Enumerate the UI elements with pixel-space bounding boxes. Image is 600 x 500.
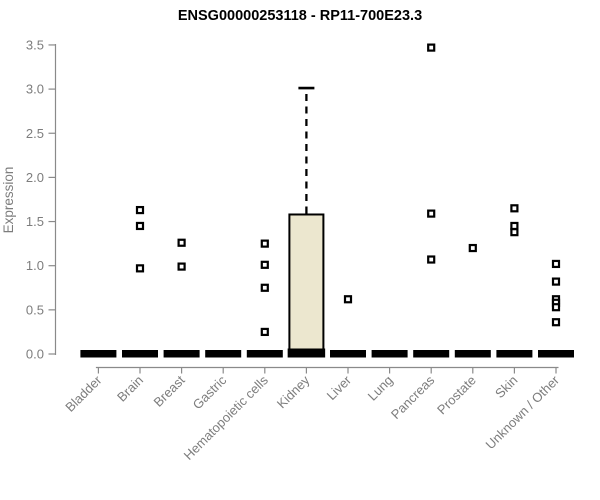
outlier-point [260, 283, 269, 292]
y-tick-label: 0.0 [26, 347, 44, 362]
median-line [287, 348, 326, 358]
median-line [371, 350, 408, 358]
outlier-point [427, 255, 436, 264]
outlier-point [343, 295, 353, 304]
outlier-point [260, 260, 269, 269]
outlier-point [135, 221, 145, 231]
median-line [205, 350, 242, 358]
y-tick-label: 1.5 [26, 214, 44, 229]
y-tick-label: 3.0 [26, 82, 44, 97]
x-tick-label: Breast [151, 372, 188, 409]
median-line [413, 350, 450, 358]
outlier-point [177, 238, 186, 247]
x-tick-label: Kidney [274, 372, 313, 411]
y-tick-label: 3.5 [26, 37, 44, 52]
outlier-point [427, 43, 436, 52]
median-line [330, 350, 366, 358]
outlier-point [551, 303, 561, 312]
x-tick-label: Bladder [62, 372, 105, 415]
box [288, 213, 325, 352]
outlier-point [135, 205, 145, 215]
median-line [163, 350, 200, 358]
outlier-point [260, 327, 269, 337]
outlier-point [427, 209, 436, 218]
outlier-point [468, 243, 477, 253]
x-tick-label: Gastric [190, 372, 230, 412]
x-tick-label: Unknown / Other [483, 372, 563, 452]
y-tick-label: 0.5 [26, 302, 44, 317]
x-tick-label: Prostate [434, 373, 479, 418]
median-line [246, 350, 283, 358]
outlier-point [551, 277, 561, 286]
y-tick-label: 2.5 [26, 126, 44, 141]
x-tick-label: Liver [324, 372, 355, 403]
y-tick-label: 2.0 [26, 170, 44, 185]
y-axis-title: Expression [1, 167, 16, 234]
x-tick-label: Brain [114, 373, 146, 405]
outlier-point [135, 264, 145, 273]
chart-title: ENSG00000253118 - RP11-700E23.3 [178, 8, 422, 24]
outlier-point [260, 239, 269, 248]
median-line [538, 350, 574, 358]
outlier-point [551, 318, 561, 327]
y-tick-label: 1.0 [26, 258, 44, 273]
median-line [496, 350, 533, 358]
outlier-point [510, 228, 519, 237]
median-line [80, 350, 117, 358]
median-line [122, 350, 158, 358]
x-tick-label: Lung [365, 373, 396, 404]
plot-area: 0.0 0.5 1.0 1.5 2.0 2.5 3.0 3.5 Bladder Brain Brea… [26, 37, 574, 463]
outlier-point [510, 204, 519, 213]
x-tick-label: Skin [492, 373, 520, 401]
outlier-point [551, 259, 561, 269]
x-tick-label: Pancreas [388, 372, 438, 422]
median-line [454, 350, 491, 358]
outlier-point [177, 262, 186, 271]
